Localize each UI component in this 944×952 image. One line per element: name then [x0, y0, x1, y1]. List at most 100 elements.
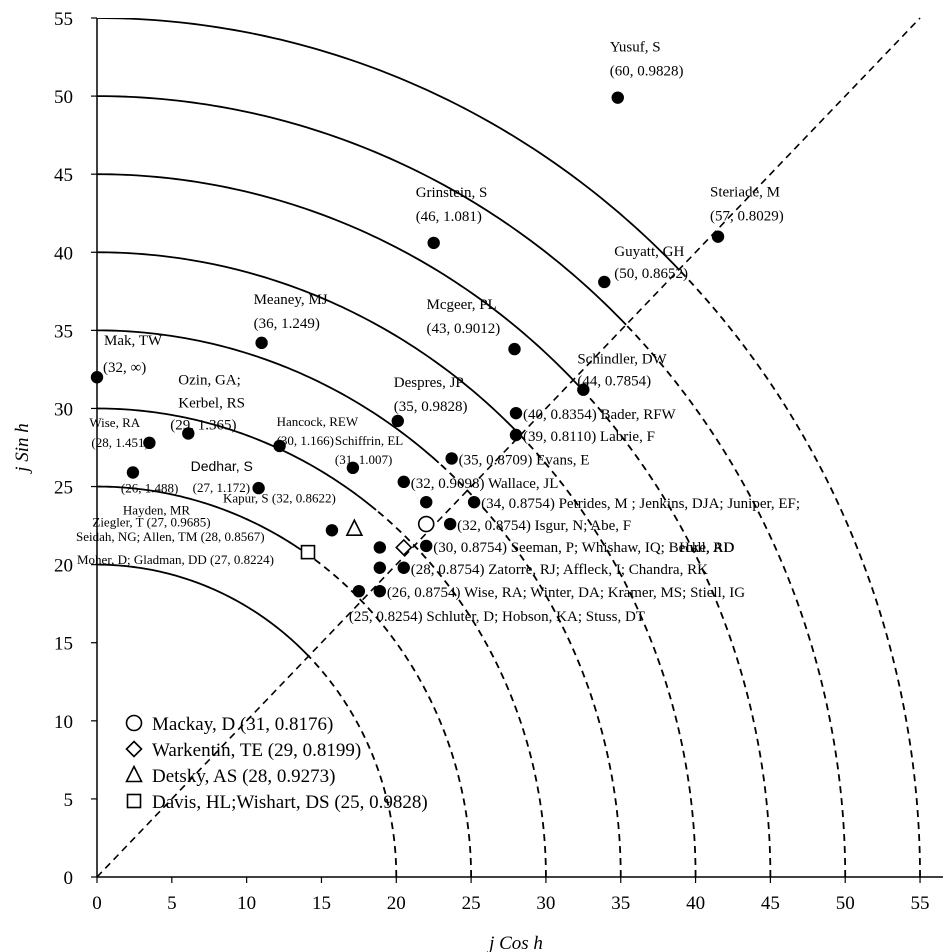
point-label: Kapur, S (32, 0.8622) — [223, 490, 336, 505]
x-tick-label: 25 — [462, 893, 481, 914]
x-axis-title: j Cos h — [486, 933, 543, 952]
point-label: (29, 1.365) — [170, 417, 236, 433]
point-label: (27, 1.172) — [193, 480, 250, 495]
point-label: (35, 0.9828) — [394, 399, 468, 415]
point-13 — [273, 439, 286, 453]
point-32 — [345, 518, 364, 537]
x-tick-label: 50 — [836, 893, 855, 914]
point-label: Wise, RA — [89, 415, 140, 430]
point-22 — [443, 517, 457, 531]
point-label: Ziegler, T (27, 0.9685) — [92, 515, 210, 530]
point-1 — [711, 230, 725, 243]
point-label: Guyatt, GH — [614, 244, 684, 260]
x-tick-label: 55 — [911, 893, 930, 914]
point-label: (43, 0.9012) — [427, 321, 501, 337]
point-24 — [420, 539, 433, 553]
point-label: (30, 1.166) — [277, 433, 334, 448]
x-tick-label: 15 — [312, 893, 331, 914]
point-27 — [352, 584, 366, 598]
point-label: Hull, RD — [679, 540, 734, 556]
x-tick-label: 10 — [237, 893, 256, 914]
point-3 — [598, 275, 611, 289]
point-18 — [252, 481, 265, 495]
point-label: Mak, TW — [104, 333, 163, 349]
point-label: (30, 0.8754) Seeman, P; Whishaw, IQ; Bec… — [433, 540, 734, 556]
arc-dashed-5 — [572, 379, 772, 877]
point-label: Kerbel, RS — [178, 395, 245, 411]
point-11 — [509, 428, 523, 442]
y-tick-label: 55 — [54, 9, 73, 30]
point-label: (60, 0.9828) — [610, 64, 684, 80]
point-8 — [509, 406, 523, 420]
arc-dashed-3 — [438, 462, 622, 877]
point-28 — [373, 584, 387, 598]
y-axis-title: j Sin h — [12, 423, 33, 475]
arc-solid-1 — [97, 485, 300, 550]
arc-dashed-6 — [625, 324, 847, 877]
point-label: (32, 0.9098) Wallace, JL — [411, 476, 559, 492]
point-label: Schindler, DW — [577, 352, 667, 368]
y-tick-label: 10 — [54, 712, 73, 733]
x-tick-label: 20 — [387, 893, 406, 914]
point-label: (35, 0.8709) Evans, E — [459, 452, 590, 468]
data-labels: Yusuf, S (60, 0.9828) Steriade, M (57, 0.80… — [76, 40, 800, 626]
point-19 — [420, 495, 433, 509]
point-33 — [300, 544, 316, 560]
arc-solid-6 — [97, 95, 627, 326]
arc-solid-0 — [97, 563, 310, 657]
point-label: (31, 1.007) — [335, 452, 392, 467]
legend-entry: Warkentin, TE (29, 0.8199) — [152, 740, 361, 761]
x-tick-label: 30 — [536, 893, 555, 914]
diagonal-line — [96, 17, 921, 878]
y-tick-label: 25 — [54, 478, 73, 499]
point-9 — [391, 414, 404, 428]
point-5 — [255, 336, 268, 350]
point-label: (50, 0.8652) — [614, 266, 688, 282]
legend-entry: Davis, HL;Wishart, DS (25, 0.9828) — [152, 792, 428, 813]
reference-line — [96, 17, 921, 878]
point-16 — [126, 466, 140, 479]
point-label: Moher, D; Gladman, DD (27, 0.8224) — [77, 552, 274, 567]
point-20 — [467, 495, 481, 509]
point-label: (36, 1.249) — [254, 316, 320, 332]
point-21 — [325, 524, 339, 537]
y-tick-label: 5 — [64, 790, 74, 811]
point-label: (34, 0.8754) Petrides, M ; Jenkins, DJA;… — [481, 496, 800, 512]
point-label: Schiffrin, EL — [335, 433, 403, 448]
y-tick-label: 40 — [54, 243, 73, 264]
point-label: (57, 0.8029) — [710, 209, 784, 225]
point-label: (46, 1.081) — [416, 209, 482, 225]
point-6 — [90, 371, 104, 384]
point-17 — [397, 475, 410, 489]
axes: 0 5 10 15 20 25 30 35 40 45 50 55 0 5 10 15 20 25 30 35 40 45… — [54, 9, 943, 914]
arc-dashed-4 — [519, 434, 697, 877]
arc-dashed-0 — [307, 655, 398, 877]
point-label: Hancock, REW — [277, 414, 359, 429]
point-label: Hayden, MR — [123, 502, 190, 517]
y-tick-label: 35 — [54, 321, 73, 342]
point-label: Despres, JP — [394, 375, 464, 391]
y-tick-label: 20 — [54, 556, 73, 577]
legend-marker — [125, 764, 143, 783]
arc-solid-3 — [97, 329, 440, 464]
arc-dashed-2 — [375, 509, 547, 877]
point-4 — [508, 342, 521, 356]
point-23 — [373, 541, 387, 554]
point-label: (32, ∞) — [103, 360, 146, 376]
y-tick-label: 15 — [54, 634, 73, 655]
point-label: (25, 0.8254) Schluter, D; Hobson, KA; St… — [349, 609, 645, 625]
arc-solid-7 — [97, 18, 680, 271]
arc-solid-2 — [97, 407, 377, 511]
x-tick-label: 40 — [686, 893, 705, 914]
legend-marker — [126, 793, 142, 809]
legend: Mackay, D (31, 0.8176) Warkentin, TE (29,… — [125, 714, 428, 813]
point-label: Meaney, MJ — [254, 292, 328, 308]
point-label: Yusuf, S — [610, 40, 661, 56]
y-tick-label: 45 — [54, 165, 73, 186]
point-30 — [417, 515, 435, 533]
point-label: Seidah, NG; Allen, TM (28, 0.8567) — [76, 529, 265, 544]
point-label: Mcgeer, PL — [427, 297, 497, 313]
point-label: (39, 0.8110) Labrie, F — [523, 429, 655, 445]
y-tick-label: 30 — [54, 399, 73, 420]
